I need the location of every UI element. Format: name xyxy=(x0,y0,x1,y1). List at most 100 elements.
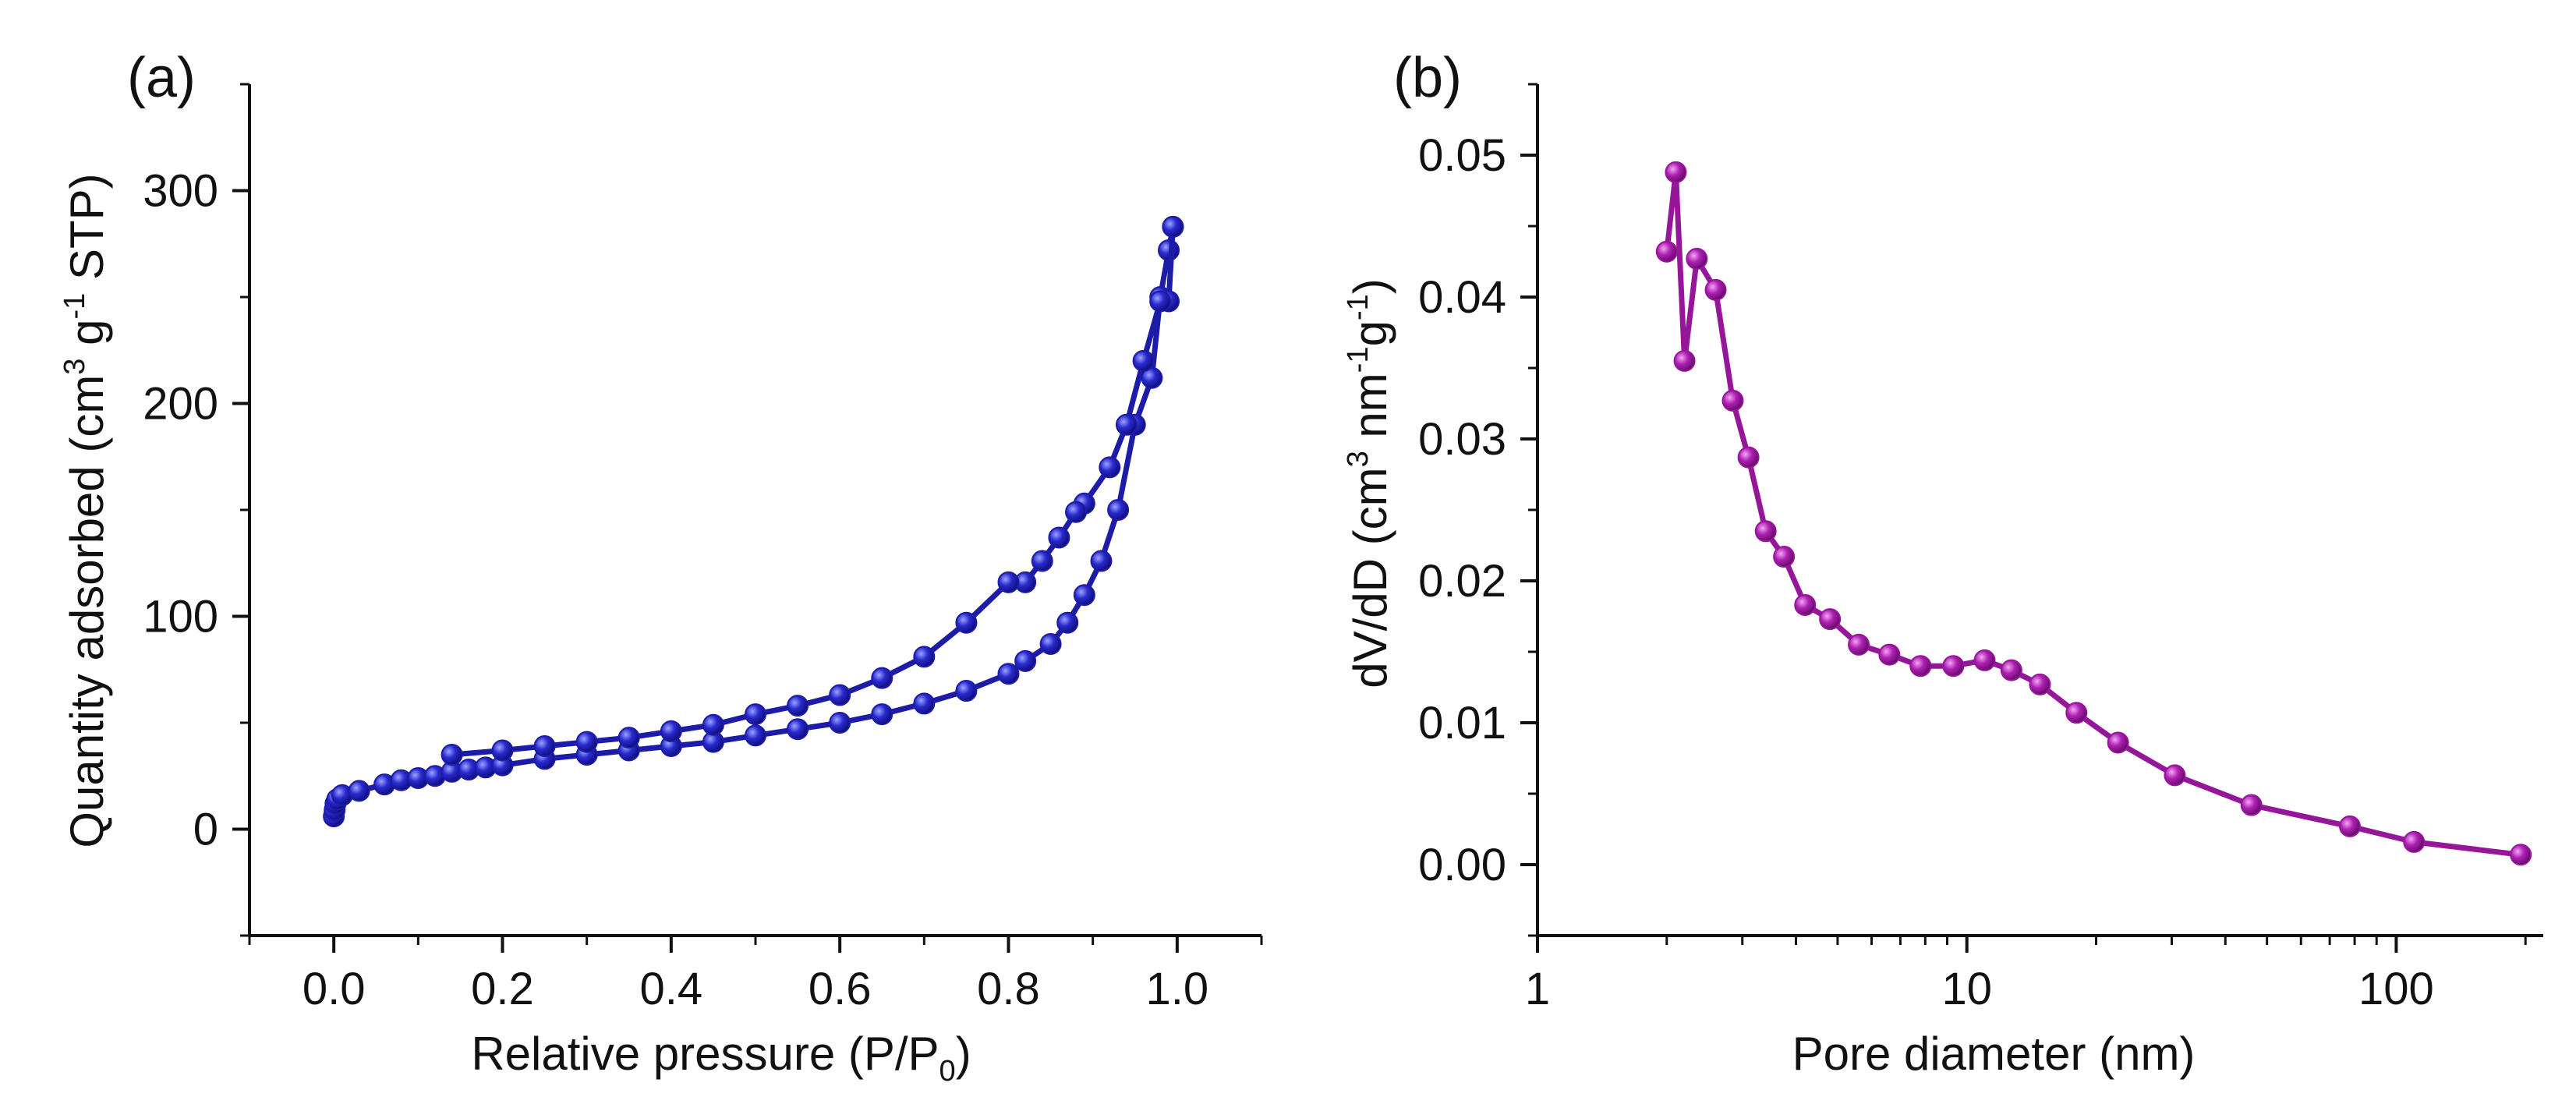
y-tick-label-b: 0.01 xyxy=(1418,698,1506,748)
data-point-a-1 xyxy=(575,731,598,753)
data-point-a-1 xyxy=(617,727,640,749)
data-point-a-1 xyxy=(1115,413,1138,436)
x-tick-label-a: 0.0 xyxy=(303,964,366,1014)
data-point-b-0 xyxy=(1754,520,1777,543)
data-point-a-1 xyxy=(955,611,978,634)
data-point-a-0 xyxy=(1056,611,1079,634)
data-point-b-0 xyxy=(2065,702,2088,724)
y-tick-label-b: 0.03 xyxy=(1418,414,1506,465)
data-point-a-0 xyxy=(1073,584,1095,607)
data-point-b-0 xyxy=(1942,655,1965,678)
x-axis-title-b: Pore diameter (nm) xyxy=(1792,1028,2196,1080)
series-line-b-0 xyxy=(1664,169,2521,858)
data-point-b-0 xyxy=(1673,349,1696,372)
series-line-a-1 xyxy=(451,226,1176,758)
x-axis-title-a-sub: 0 xyxy=(939,1055,956,1088)
x-tick-label-b: 1 xyxy=(1525,964,1550,1014)
data-point-a-1 xyxy=(1149,290,1172,313)
data-point-a-1 xyxy=(702,713,724,736)
data-point-b-0 xyxy=(1819,608,1842,631)
data-point-b-0 xyxy=(2029,673,2051,695)
y-axis-title-a: Quantity adsorbed (cm3 g-1 STP) xyxy=(58,173,113,847)
y-tick-label-a: 0 xyxy=(193,805,218,855)
data-point-a-1 xyxy=(871,667,893,689)
data-point-a-1 xyxy=(997,571,1020,593)
data-point-a-1 xyxy=(1031,550,1053,572)
y-axis-title-a-part-3: STP) xyxy=(61,173,113,292)
x-tick-label-a: 0.8 xyxy=(977,964,1040,1014)
y-axis-title-b-part-1: dV/dD (cm xyxy=(1344,467,1396,688)
data-point-a-1 xyxy=(913,646,936,668)
x-tick-label-a: 0.4 xyxy=(640,964,703,1014)
y-axis-title-b-part-3: g xyxy=(1344,320,1396,346)
x-axis-title-a-end: ) xyxy=(956,1028,971,1080)
data-point-b-0 xyxy=(1686,247,1708,270)
chart-panel-a: (a) 0.0 0.2 0.4 0.6 0.8 1.0 0 100 200 300 Relativ… xyxy=(58,47,1263,1088)
y-axis-title-b-sup-3: -1 xyxy=(1342,294,1375,320)
data-point-a-0 xyxy=(913,692,936,715)
x-tick-label-a: 0.6 xyxy=(809,964,872,1014)
data-point-a-1 xyxy=(1048,526,1070,549)
x-tick-label-a: 1.0 xyxy=(1146,964,1209,1014)
data-point-a-0 xyxy=(1014,649,1037,672)
data-point-b-0 xyxy=(1973,649,1996,671)
data-point-a-0 xyxy=(871,703,893,726)
data-point-b-0 xyxy=(1773,546,1796,568)
data-point-b-0 xyxy=(2107,731,2129,754)
data-point-a-1 xyxy=(441,743,463,766)
data-point-a-0 xyxy=(955,680,978,702)
y-tick-label-a: 200 xyxy=(143,379,218,430)
data-point-a-0 xyxy=(348,780,370,802)
plot-area-b: 1 10 100 0.00 0.01 0.02 0.03 0.04 0.05 xyxy=(1418,83,2543,1014)
data-point-b-0 xyxy=(1704,278,1727,301)
data-point-b-0 xyxy=(1878,643,1901,666)
y-axis-title-b-sup-2: -1 xyxy=(1342,346,1375,373)
data-point-a-1 xyxy=(1065,501,1088,523)
data-point-a-1 xyxy=(787,695,809,717)
data-point-a-0 xyxy=(1090,550,1113,572)
data-point-b-0 xyxy=(2403,830,2426,853)
data-point-a-1 xyxy=(829,684,851,706)
y-tick-label-a: 100 xyxy=(143,592,218,642)
y-axis-title-a-sup-2: -1 xyxy=(58,293,91,320)
data-point-a-1 xyxy=(533,735,556,758)
y-axis-title-a-part-1: Quantity adsorbed (cm xyxy=(61,375,113,848)
data-point-b-0 xyxy=(2338,815,2361,837)
data-point-a-0 xyxy=(1107,499,1130,521)
data-point-a-0 xyxy=(745,724,766,747)
data-point-b-0 xyxy=(2164,764,2186,787)
chart-panel-b: (b) 1 10 100 0.00 0.01 0.02 0.03 0.04 0.05 Pore … xyxy=(1342,47,2543,1080)
y-tick-label-b: 0.05 xyxy=(1418,130,1506,181)
x-axis-title-a: Relative pressure (P/P0) xyxy=(471,1028,971,1088)
data-point-a-1 xyxy=(1132,349,1155,372)
x-tick-label-b: 10 xyxy=(1941,964,1992,1014)
data-point-b-0 xyxy=(1848,633,1870,656)
y-tick-label-a: 300 xyxy=(143,166,218,217)
data-point-a-1 xyxy=(660,720,682,742)
data-point-a-0 xyxy=(1039,632,1062,655)
data-point-a-1 xyxy=(1099,456,1121,479)
x-tick-label-b: 100 xyxy=(2358,964,2434,1014)
y-axis-title-a-part-2: g xyxy=(61,320,113,359)
y-axis-title-b-part-4: ) xyxy=(1344,278,1396,294)
data-point-b-0 xyxy=(1655,240,1678,263)
data-point-a-0 xyxy=(997,663,1020,685)
y-tick-label-b: 0.00 xyxy=(1418,840,1506,890)
data-point-b-0 xyxy=(1665,161,1687,183)
data-point-a-0 xyxy=(829,712,851,734)
y-tick-label-b: 0.04 xyxy=(1418,272,1506,323)
plot-area-a: 0.0 0.2 0.4 0.6 0.8 1.0 0 100 200 300 xyxy=(143,83,1263,1014)
x-axis-title-a-main: Relative pressure (P/P xyxy=(471,1028,939,1080)
x-tick-label-a: 0.2 xyxy=(471,964,534,1014)
data-point-b-0 xyxy=(1737,446,1760,469)
data-point-a-1 xyxy=(491,739,514,762)
y-axis-title-b-sup-1: 3 xyxy=(1342,451,1375,467)
data-point-b-0 xyxy=(2510,844,2532,866)
data-point-b-0 xyxy=(1794,593,1817,616)
panel-label-a: (a) xyxy=(127,47,196,109)
y-tick-label-b: 0.02 xyxy=(1418,556,1506,607)
data-point-b-0 xyxy=(2240,794,2263,816)
data-point-a-0 xyxy=(787,718,809,741)
data-point-b-0 xyxy=(1909,655,1932,678)
